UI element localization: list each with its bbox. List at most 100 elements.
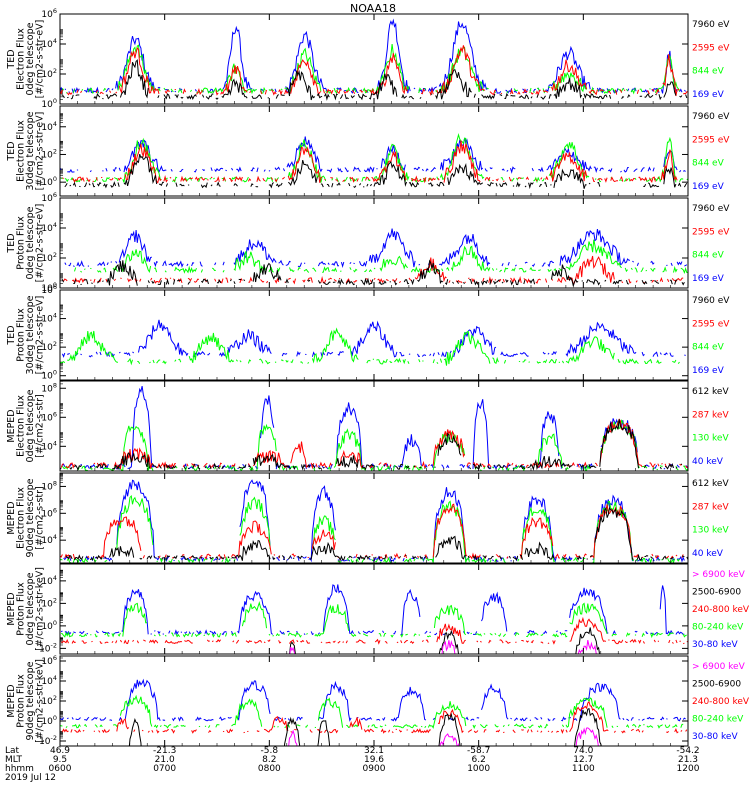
y-tick-label: 106 <box>41 506 57 519</box>
footer-lat-value: 46.9 <box>50 746 70 756</box>
y-tick-exp: 6 <box>53 283 57 291</box>
series-844-ev <box>60 329 688 366</box>
footer-lat-value: -21.3 <box>153 746 176 756</box>
y-tick-exp: 6 <box>53 7 57 15</box>
panel-2-ylabel: TEDElectron Flux30deg telescope[#/cm2-s-… <box>6 111 46 190</box>
y-tick-exp: 0 <box>53 175 57 183</box>
panel-4: TEDProton Flux30deg telescope[#/cm2-s-st… <box>6 283 730 450</box>
footer-lat-value: 74.0 <box>573 746 593 756</box>
y-tick-base: 10 <box>41 100 53 110</box>
y-tick-label: 104 <box>41 312 57 325</box>
panel-7-traces <box>60 584 688 654</box>
y-tick-base: 10 <box>41 70 53 80</box>
ylabel-line: [#/cm2-s-str] <box>35 486 46 549</box>
panel-3: TEDProton Flux0deg telescope[#/cm2-s-str… <box>6 191 730 294</box>
legend-169-ev: 169 eV <box>692 274 725 284</box>
series-240-800-kev <box>60 616 688 645</box>
y-tick-base: 10 <box>41 254 53 264</box>
ylabel-line: [#/cm2-s-str-keV] <box>35 567 46 651</box>
panel-8-traces <box>60 680 688 746</box>
footer-lat-value: -5.8 <box>261 746 279 756</box>
series-7960-ev <box>61 259 685 288</box>
y-tick-exp: 0 <box>53 619 57 627</box>
panel-frame <box>59 105 689 197</box>
legend-169-ev: 169 eV <box>692 182 725 192</box>
ylabel-line: TED <box>6 325 17 345</box>
series-80-240-kev <box>60 696 687 727</box>
y-tick-base: 10 <box>41 194 53 204</box>
ylabel-line: [#/cm2-s-str-eV] <box>35 20 46 99</box>
y-tick-exp: 4 <box>53 221 57 229</box>
series-287-kev <box>60 418 688 470</box>
legend-612-kev: 612 keV <box>692 479 729 489</box>
legend-287-kev: 287 keV <box>692 502 729 512</box>
y-tick-base: 10 <box>41 224 53 234</box>
y-tick-exp: 8 <box>53 479 57 487</box>
legend-2500-6900: 2500-6900 <box>692 680 741 690</box>
series-612-kev <box>60 419 688 469</box>
legend-30-80-kev: 30-80 keV <box>692 732 738 742</box>
ylabel-line: [#/cm2-s-str-eV] <box>35 296 46 375</box>
y-tick-exp: 6 <box>53 654 57 662</box>
y-tick-label: 10-2 <box>39 734 57 747</box>
y-tick-label: 102 <box>41 147 57 160</box>
y-tick-exp: 6 <box>53 410 57 418</box>
y-tick-label: 104 <box>41 533 57 546</box>
y-tick-label: 106 <box>41 654 57 667</box>
y-tick-base: 10 <box>41 286 53 296</box>
y-tick-base: 10 <box>39 644 51 654</box>
ylabel-line: MEPED <box>6 409 17 442</box>
ylabel-line: Electron Flux <box>16 28 27 90</box>
y-tick-exp: 0 <box>53 97 57 105</box>
series-6900-kev <box>289 639 597 654</box>
y-tick-exp: 2 <box>53 147 57 155</box>
panel-frame <box>59 655 689 747</box>
series-169-ev <box>60 18 686 95</box>
series-844-ev <box>62 44 686 94</box>
panel-8: MEPEDProton Flux90deg telescope[#/cm2-s-… <box>6 654 750 747</box>
legend-2595-ev: 2595 eV <box>692 43 730 53</box>
series-2500-6900 <box>128 708 602 746</box>
y-tick-label: 108 <box>41 381 57 394</box>
legend-40-kev: 40 keV <box>692 457 724 467</box>
panel-1-traces <box>60 18 688 101</box>
legend-130-kev: 130 keV <box>692 526 729 536</box>
y-tick-label: 104 <box>41 221 57 234</box>
ylabel-line: 0deg telescope <box>25 572 36 645</box>
series-30-80-kev <box>61 584 687 634</box>
series-169-ev <box>61 319 686 359</box>
legend-6900-kev: > 6900 keV <box>692 662 746 672</box>
y-tick-base: 10 <box>41 536 53 546</box>
y-tick-base: 10 <box>41 343 53 353</box>
y-tick-label: 104 <box>41 574 57 587</box>
footer-lat-value: -58.7 <box>467 746 490 756</box>
panel-4-traces <box>60 319 688 450</box>
y-tick-exp: 0 <box>53 369 57 377</box>
ylabel-line: [#/cm2-s-str-keV] <box>35 659 46 743</box>
y-tick-exp: 4 <box>53 312 57 320</box>
legend-844-ev: 844 eV <box>692 343 725 353</box>
y-tick-label: 102 <box>41 251 57 264</box>
legend-7960-ev: 7960 eV <box>692 296 730 306</box>
y-tick-label: 100 <box>41 619 57 632</box>
y-tick-exp: 2 <box>53 251 57 259</box>
ylabel-line: Proton Flux <box>16 308 27 362</box>
legend-612-kev: 612 keV <box>692 387 729 397</box>
legend-40-kev: 40 keV <box>692 549 724 559</box>
y-tick-label: 100 <box>41 714 57 727</box>
y-tick-base: 10 <box>41 509 53 519</box>
series-7960-ev <box>61 59 688 101</box>
series-30-80-kev <box>60 680 688 721</box>
legend-7960-ev: 7960 eV <box>692 204 730 214</box>
y-tick-exp: 4 <box>53 37 57 45</box>
legend-844-ev: 844 eV <box>692 67 725 77</box>
series-169-ev <box>60 137 688 173</box>
y-tick-exp: 4 <box>53 120 57 128</box>
legend-2595-ev: 2595 eV <box>692 227 730 237</box>
ylabel-line: [#/cm2-s-str-eV] <box>35 204 46 283</box>
footer-mlt-value: 8.2 <box>262 755 276 765</box>
panel-5: MEPEDElectron Flux0deg telescope[#/cm2-s… <box>6 380 729 472</box>
ylabel-line: 0deg telescope <box>25 22 36 95</box>
